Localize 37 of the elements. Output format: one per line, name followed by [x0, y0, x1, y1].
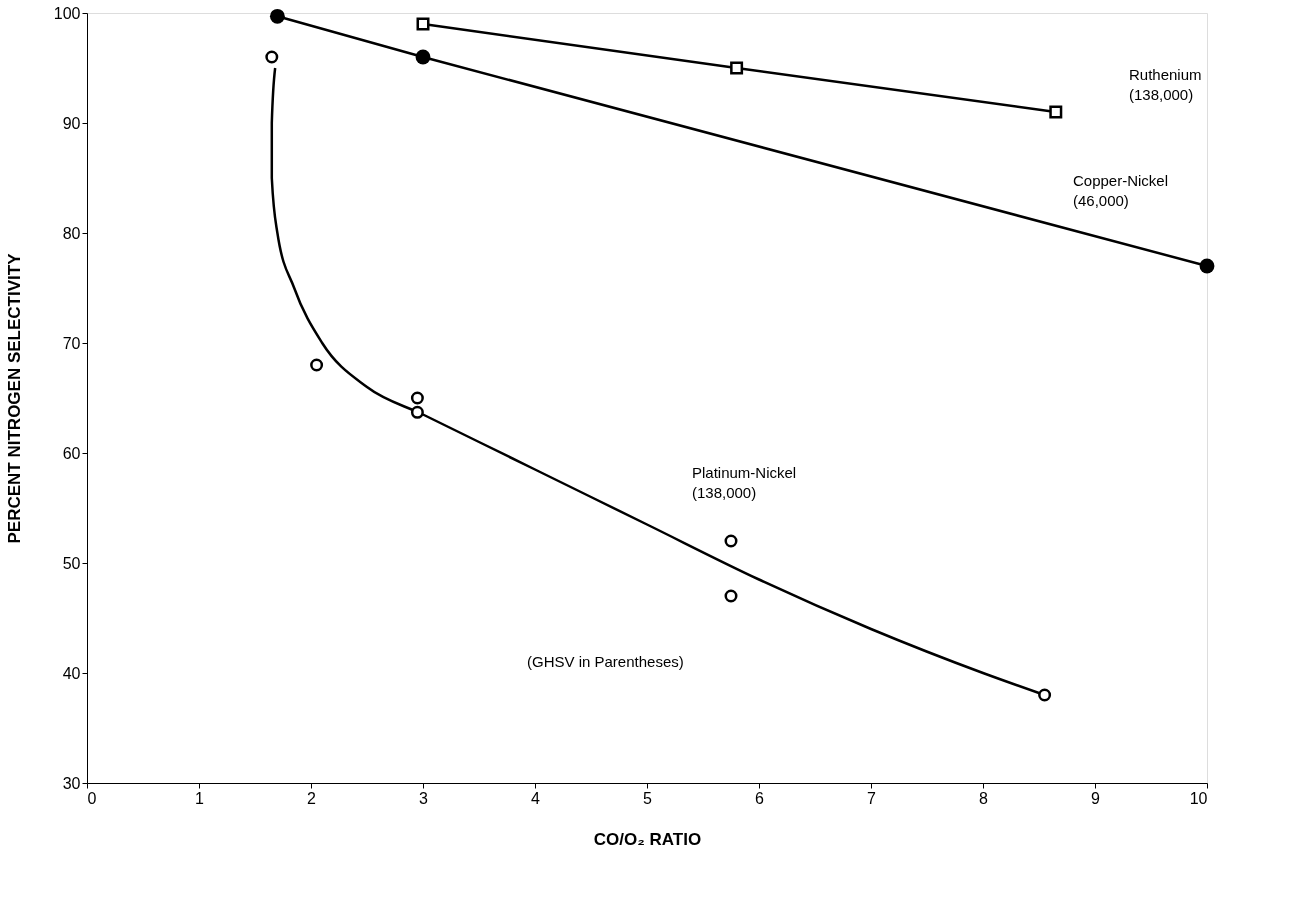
point — [415, 49, 431, 65]
y-tick-label: 40 — [62, 664, 81, 682]
point — [730, 61, 744, 75]
point — [410, 405, 424, 419]
x-axis-title: CO/O₂ RATIO — [593, 829, 702, 849]
x-tick-label: 6 — [755, 789, 765, 807]
x-tick-label: 9 — [1091, 789, 1101, 807]
y-tick-label: 30 — [62, 774, 81, 792]
x-tick-label: 0 — [87, 789, 97, 807]
y-tick-label: 100 — [53, 4, 81, 22]
x-tick-label: 2 — [307, 789, 317, 807]
annotation: (GHSV in Parentheses) — [527, 653, 684, 670]
x-tick-label: 5 — [643, 789, 653, 807]
x-tick-label: 3 — [419, 789, 429, 807]
x-tick-label: 4 — [531, 789, 541, 807]
y-tick-label: 50 — [62, 554, 81, 572]
point — [310, 358, 324, 372]
y-tick-label: 70 — [62, 334, 81, 352]
y-axis-title: PERCENT NITROGEN SELECTIVITY — [4, 252, 24, 544]
point — [724, 589, 738, 603]
point — [1038, 688, 1052, 702]
annotation: Platinum-Nickel (138,000) — [692, 464, 797, 501]
annotation: Copper-Nickel (46,000) — [1073, 172, 1169, 209]
point — [724, 534, 738, 548]
y-tick-label: 60 — [62, 444, 81, 462]
annotation: Ruthenium (138,000) — [1129, 66, 1202, 103]
point — [410, 391, 424, 405]
point — [265, 50, 279, 64]
x-tick-label: 8 — [979, 789, 989, 807]
x-tick-label: 7 — [867, 789, 877, 807]
x-tick-label: 10 — [1189, 789, 1208, 807]
point — [1199, 258, 1215, 274]
point — [1049, 105, 1063, 119]
x-tick-label: 1 — [195, 789, 205, 807]
y-tick-label: 80 — [62, 224, 81, 242]
point — [269, 8, 285, 24]
y-tick-label: 90 — [62, 114, 81, 132]
